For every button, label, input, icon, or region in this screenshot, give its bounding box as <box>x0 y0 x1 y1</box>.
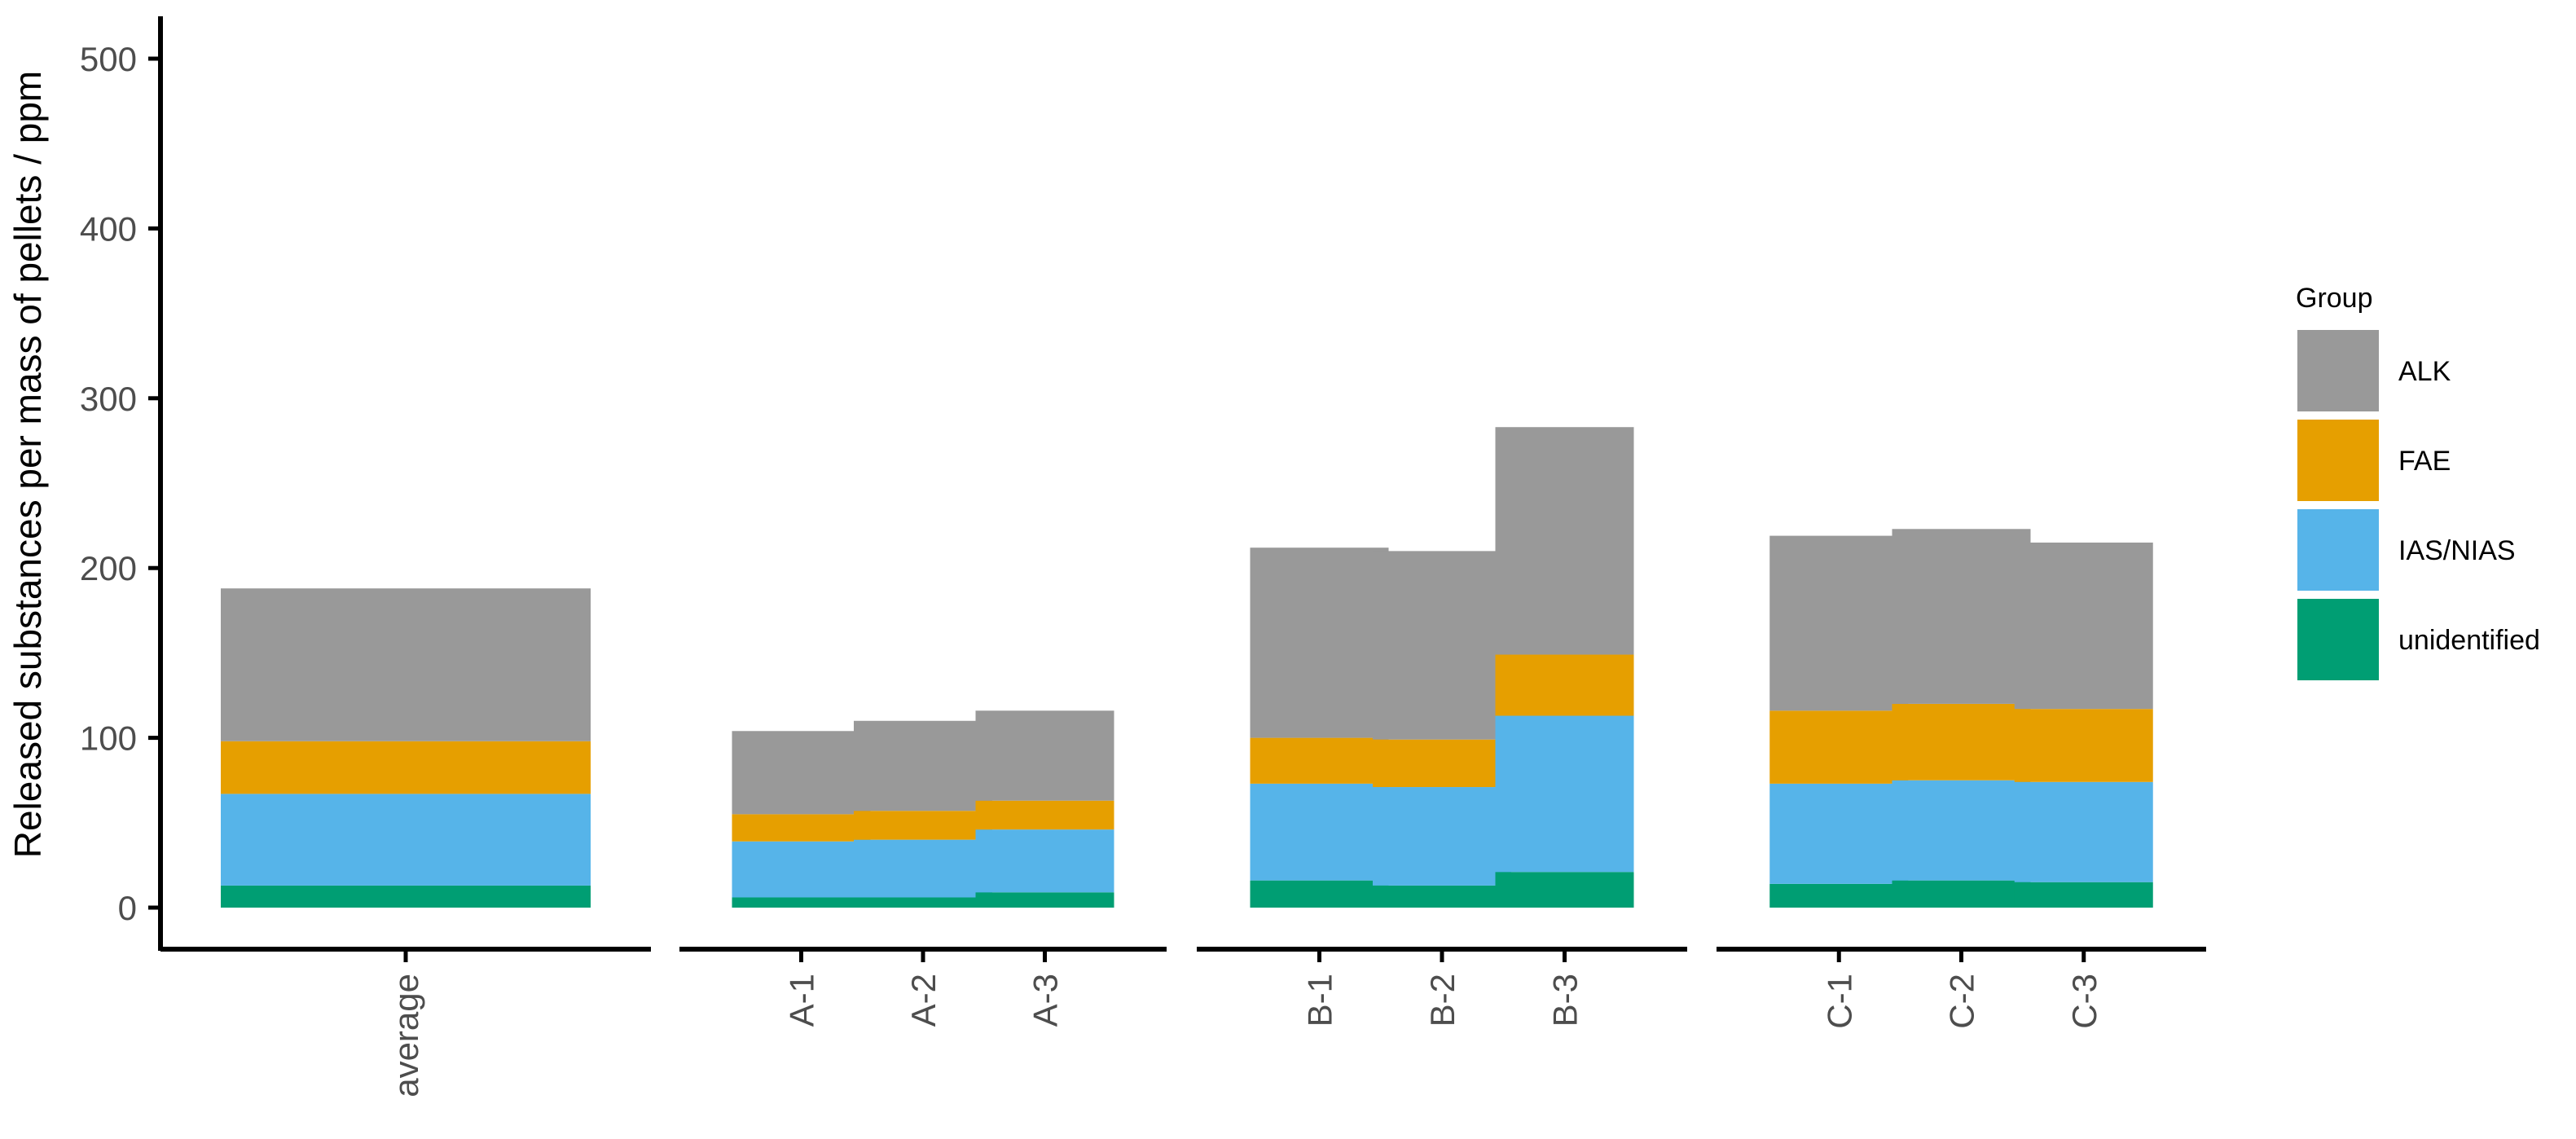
x-tick-label-a-1: A-1 <box>783 974 821 1027</box>
legend-key-fae <box>2297 420 2379 501</box>
bar-segment-unidentified-b-1 <box>1250 880 1389 908</box>
x-tick-label-c-1: C-1 <box>1820 974 1858 1029</box>
bar-segment-ias-nias-average <box>221 794 591 886</box>
bar-segment-fae-c-2 <box>1892 703 2031 781</box>
bar-segment-unidentified-c-3 <box>2014 882 2153 908</box>
x-tick-label-b-1: B-1 <box>1301 974 1339 1027</box>
bar-segment-unidentified-a-3 <box>975 892 1114 908</box>
bar-segment-fae-a-3 <box>975 800 1114 830</box>
bar-segment-unidentified-c-2 <box>1892 880 2031 908</box>
y-tick-label: 0 <box>118 889 137 927</box>
bar-segment-alk-average <box>221 588 591 741</box>
bar-segment-fae-b-2 <box>1373 739 1511 788</box>
bar-segment-alk-c-2 <box>1892 529 2031 704</box>
bar-segment-alk-a-3 <box>975 710 1114 801</box>
x-tick-label-average: average <box>387 974 425 1097</box>
x-tick-label-b-3: B-3 <box>1546 974 1585 1027</box>
legend-label-alk: ALK <box>2398 356 2451 387</box>
bar-segment-ias-nias-b-1 <box>1250 783 1389 881</box>
bar-segment-ias-nias-c-1 <box>1769 783 1909 884</box>
bar-segment-fae-b-3 <box>1495 654 1634 716</box>
x-axis: average A-1 A-2 A-3 B-1 B-2 B-3 C-1 C-2 C-3 <box>160 947 2206 1097</box>
bars <box>221 427 2153 908</box>
legend: Group ALK FAE IAS/NIAS unidentified <box>2296 283 2540 680</box>
y-axis: 0 100 200 300 400 500 <box>80 16 163 951</box>
x-tick-label-b-2: B-2 <box>1423 974 1462 1027</box>
y-tick-label: 100 <box>80 719 137 758</box>
bar-segment-alk-a-2 <box>854 720 992 811</box>
legend-key-alk <box>2297 330 2379 411</box>
x-tick-label-a-3: A-3 <box>1026 974 1065 1027</box>
y-tick-label: 300 <box>80 380 137 418</box>
x-tick-label-a-2: A-2 <box>904 974 943 1027</box>
bar-segment-fae-c-1 <box>1769 710 1909 784</box>
bar-segment-fae-a-1 <box>732 814 871 842</box>
legend-key-unidentified <box>2297 599 2379 680</box>
bar-segment-alk-a-1 <box>732 731 871 815</box>
bar-segment-ias-nias-a-1 <box>732 841 871 898</box>
bar-segment-alk-c-3 <box>2014 542 2153 710</box>
bar-segment-fae-c-3 <box>2014 709 2153 782</box>
bar-segment-unidentified-average <box>221 885 591 908</box>
x-tick-label-c-3: C-3 <box>2065 974 2103 1029</box>
bar-segment-fae-a-2 <box>854 811 992 840</box>
y-tick-label: 400 <box>80 209 137 248</box>
bar-segment-ias-nias-c-3 <box>2014 781 2153 882</box>
bar-segment-fae-b-1 <box>1250 737 1389 784</box>
bar-segment-unidentified-c-1 <box>1769 883 1909 908</box>
bar-segment-alk-b-3 <box>1495 427 1634 655</box>
y-tick-label: 500 <box>80 40 137 78</box>
bar-segment-alk-b-1 <box>1250 548 1389 738</box>
bar-segment-unidentified-b-2 <box>1373 885 1511 908</box>
bar-segment-alk-c-1 <box>1769 535 1909 711</box>
bar-segment-ias-nias-c-2 <box>1892 780 2031 881</box>
bar-segment-alk-b-2 <box>1373 551 1511 740</box>
legend-label-ias-nias: IAS/NIAS <box>2398 535 2516 566</box>
y-axis-title: Released substances per mass of pellets … <box>7 71 49 859</box>
y-tick-label: 200 <box>80 549 137 587</box>
bar-segment-ias-nias-a-2 <box>854 839 992 898</box>
bar-segment-unidentified-a-1 <box>732 897 871 908</box>
bar-segment-unidentified-b-3 <box>1495 872 1634 908</box>
bar-segment-fae-average <box>221 741 591 794</box>
legend-label-fae: FAE <box>2398 446 2451 477</box>
x-tick-label-c-2: C-2 <box>1943 974 1981 1029</box>
legend-title: Group <box>2296 283 2373 314</box>
bar-segment-ias-nias-b-2 <box>1373 787 1511 886</box>
legend-key-ias-nias <box>2297 509 2379 591</box>
bar-segment-ias-nias-a-3 <box>975 829 1114 893</box>
bar-segment-ias-nias-b-3 <box>1495 715 1634 873</box>
bar-segment-unidentified-a-2 <box>854 897 992 908</box>
legend-label-unidentified: unidentified <box>2398 625 2540 656</box>
